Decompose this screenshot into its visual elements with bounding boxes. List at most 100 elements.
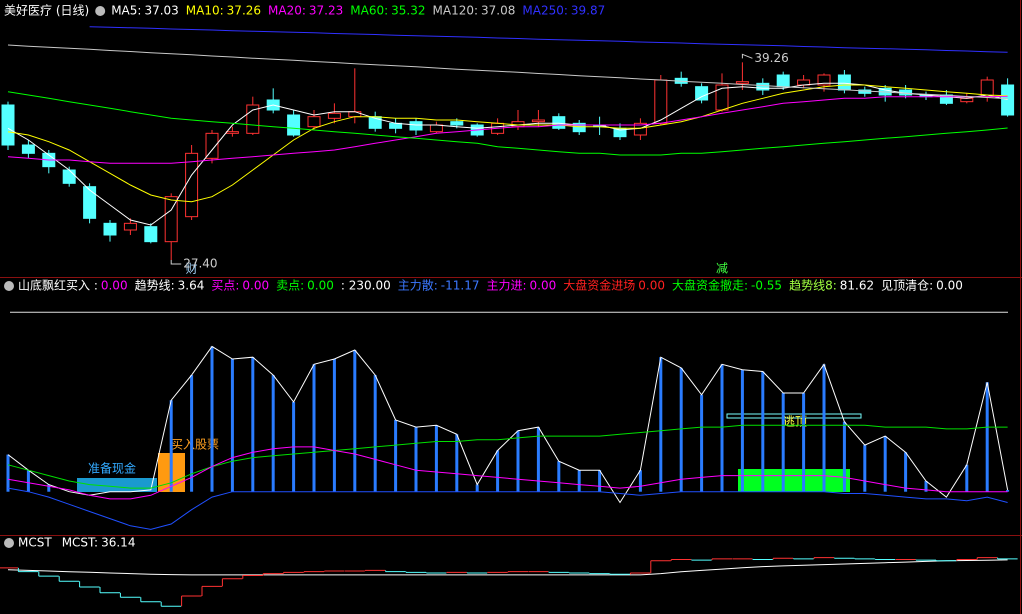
legend-value: 37.23: [309, 4, 343, 18]
candle-body: [225, 131, 239, 134]
bar: [679, 367, 683, 492]
candle-body: [735, 81, 749, 84]
bar: [251, 357, 255, 492]
candle-body: [287, 114, 301, 136]
candle-body: [164, 196, 178, 243]
bar: [26, 470, 30, 492]
legend-value: 0.00: [936, 279, 963, 293]
bar: [557, 461, 561, 492]
legend-label: 买点:: [211, 279, 239, 293]
legend-label: 卖点:: [276, 279, 304, 293]
bar: [434, 425, 438, 492]
series-line: [7, 559, 1008, 576]
bar: [190, 375, 194, 492]
bar: [271, 375, 275, 492]
legend-value: 0.00: [101, 279, 128, 293]
candle-body: [348, 111, 362, 118]
legend-value: 0.00: [307, 279, 334, 293]
legend-value: -11.17: [441, 279, 480, 293]
candle-body: [144, 226, 158, 243]
legend-label: MA20:: [268, 4, 306, 18]
candle-body: [450, 121, 464, 126]
top-zone: [738, 469, 850, 492]
bar: [598, 470, 602, 492]
x-tick-label: 财: [186, 262, 198, 276]
bar: [230, 358, 234, 492]
bar: [720, 364, 724, 492]
legend-value: 0.00: [242, 279, 269, 293]
header-icon: [4, 538, 14, 548]
legend-value: 3.64: [178, 279, 205, 293]
legend-label: 主力进:: [486, 279, 526, 293]
bar: [802, 393, 806, 492]
candle-body: [123, 222, 137, 231]
legend-value: -0.55: [751, 279, 782, 293]
legend-value: 37.08: [481, 4, 515, 18]
series-line: [7, 44, 1008, 100]
series-line: [7, 91, 1008, 156]
min-label: 27.40: [183, 257, 217, 271]
bar: [496, 450, 500, 492]
candle-body: [531, 119, 545, 123]
annotation: 买入股票: [171, 438, 219, 452]
legend-value: 0.00: [530, 279, 557, 293]
bar: [516, 430, 520, 492]
legend-label: MA60:: [350, 4, 388, 18]
legend-value: : 230.00: [341, 279, 391, 293]
bar: [312, 364, 316, 492]
candle-body: [103, 222, 117, 236]
bar: [822, 364, 826, 492]
legend-label: 主力散:: [398, 278, 438, 293]
bar: [373, 375, 377, 492]
bar: [761, 371, 765, 492]
series-line: [7, 84, 1008, 203]
candle-body: [960, 97, 974, 103]
bar: [414, 427, 418, 492]
bar: [781, 393, 785, 492]
bar: [6, 454, 10, 492]
bar: [863, 445, 867, 492]
legend-value: 81.62: [840, 279, 874, 293]
series-line: [7, 487, 1008, 530]
header-icon: [4, 281, 14, 291]
annotation: 准备现金: [88, 461, 136, 476]
candle-body: [1, 104, 15, 146]
bar: [924, 480, 928, 492]
candle-body: [572, 122, 586, 133]
legend-label: 趋势线8:: [789, 279, 837, 293]
series-line: [7, 446, 1008, 500]
candle-body: [429, 124, 443, 133]
bar: [638, 470, 642, 492]
header-icon: [95, 6, 106, 16]
candle-body: [552, 116, 566, 129]
candle-body: [62, 169, 76, 184]
legend-label: MCST: [18, 536, 52, 550]
legend-label: MA250:: [522, 4, 568, 18]
candle-body: [776, 74, 790, 88]
series-line: [7, 424, 1008, 489]
bar: [740, 369, 744, 492]
candle-body: [327, 112, 341, 119]
legend-label: 趋势线:: [135, 279, 175, 293]
candle-body: [83, 186, 97, 219]
legend-label: 大盘资金进场: [563, 278, 635, 293]
legend-label: MA120:: [433, 4, 479, 18]
candle-body: [205, 132, 219, 159]
bar: [883, 436, 887, 492]
candle-body: [654, 79, 668, 124]
bar: [47, 484, 51, 492]
bar: [577, 470, 581, 492]
legend-label: MCST:: [62, 536, 98, 550]
x-tick-label: 减: [716, 262, 728, 276]
bar: [985, 382, 989, 492]
legend-value: 37.03: [144, 4, 178, 18]
bar: [353, 349, 357, 492]
bar: [700, 394, 704, 492]
bar: [475, 484, 479, 492]
legend-label: 见顶清仓:: [881, 279, 933, 293]
legend-value: 39.87: [571, 4, 605, 18]
legend-label: MA5:: [111, 4, 141, 18]
legend-value: 36.14: [101, 536, 135, 550]
candle-body: [21, 144, 35, 154]
bar: [394, 419, 398, 492]
